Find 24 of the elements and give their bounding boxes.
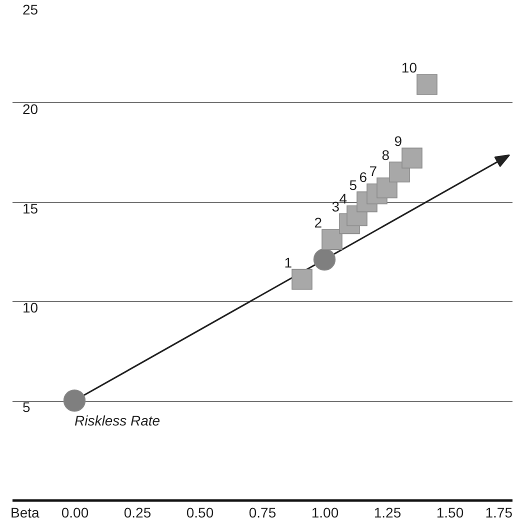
annotation: 5: [349, 176, 358, 193]
annotation: 3: [332, 198, 340, 215]
x-tick-label: 1.75: [485, 504, 513, 520]
x-tick-label: 1.00: [311, 504, 339, 520]
x-tick-label: 1.50: [436, 504, 464, 520]
annotation: 6: [359, 168, 368, 185]
annotation: 9: [394, 133, 402, 150]
annotation: 7: [369, 162, 378, 179]
annotation: 1: [284, 254, 292, 270]
y-tick-label: 10: [22, 300, 38, 316]
y-tick-label: 25: [22, 2, 38, 18]
annotation: Riskless Rate: [74, 412, 160, 429]
x-axis-title: Beta: [10, 504, 40, 520]
x-tick-label: 1.25: [374, 504, 402, 520]
x-tick-label: 0.50: [186, 504, 214, 520]
annotation: 8: [382, 146, 390, 163]
x-tick-label: 0.00: [61, 504, 89, 520]
annotation: 10: [401, 60, 418, 76]
y-tick-label: 20: [22, 100, 38, 117]
x-tick-label: 0.75: [248, 504, 276, 520]
y-tick-label: 15: [22, 200, 38, 216]
annotation: 2: [314, 214, 322, 231]
x-tick-label: 0.25: [124, 504, 152, 520]
y-tick-label: 5: [22, 399, 30, 416]
